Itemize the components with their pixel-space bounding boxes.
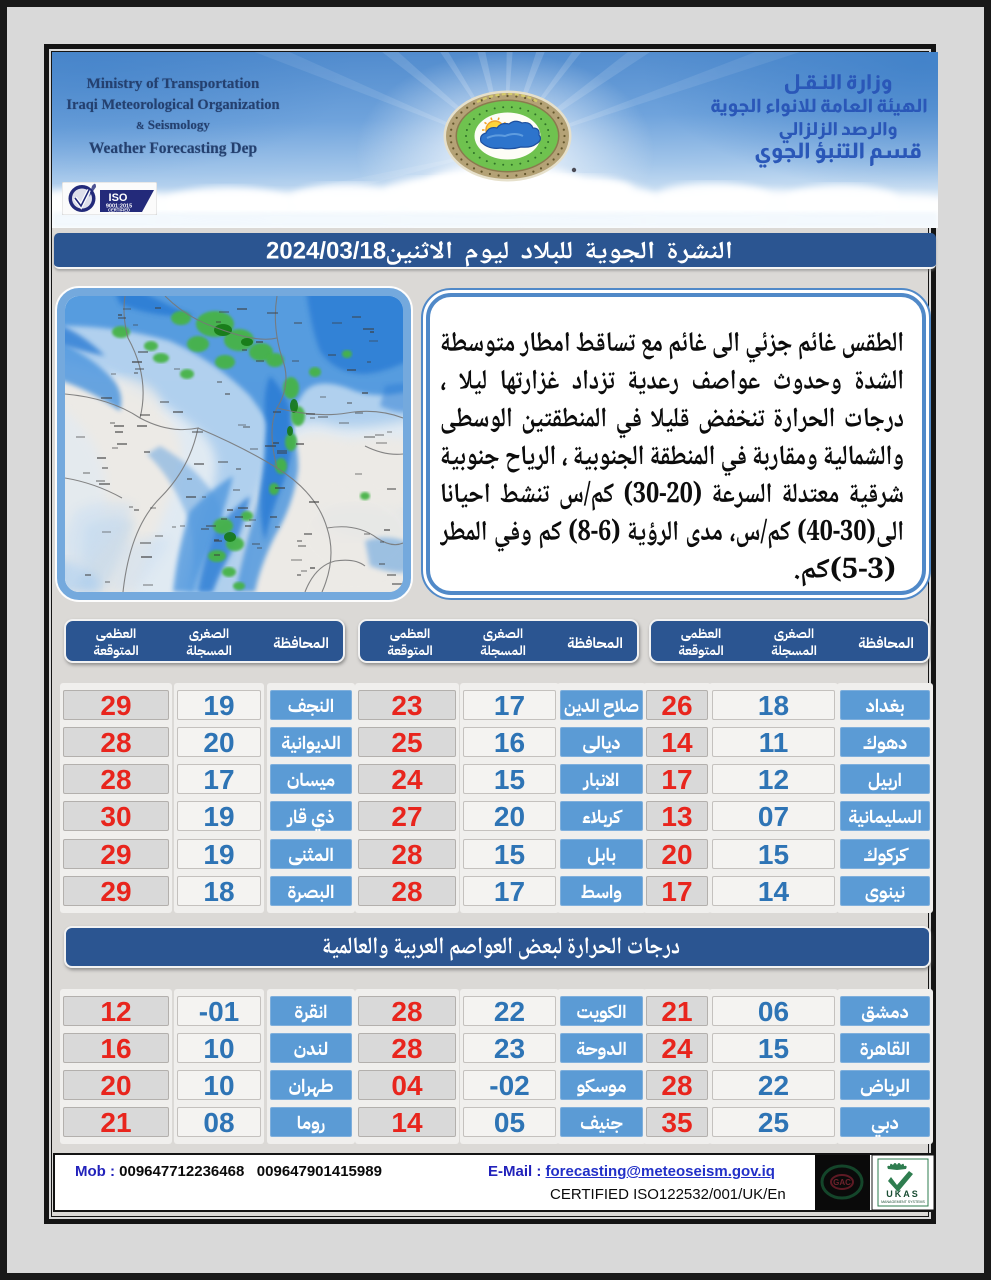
svg-text:ISO: ISO bbox=[109, 192, 128, 204]
svg-text:MANAGEMENT SYSTEMS: MANAGEMENT SYSTEMS bbox=[881, 1200, 925, 1204]
svg-text:CERTIFIED: CERTIFIED bbox=[108, 208, 130, 213]
svg-text:UKAS: UKAS bbox=[886, 1189, 920, 1199]
svg-text:GAC: GAC bbox=[833, 1178, 851, 1187]
svg-text:9001:2015: 9001:2015 bbox=[106, 204, 132, 210]
